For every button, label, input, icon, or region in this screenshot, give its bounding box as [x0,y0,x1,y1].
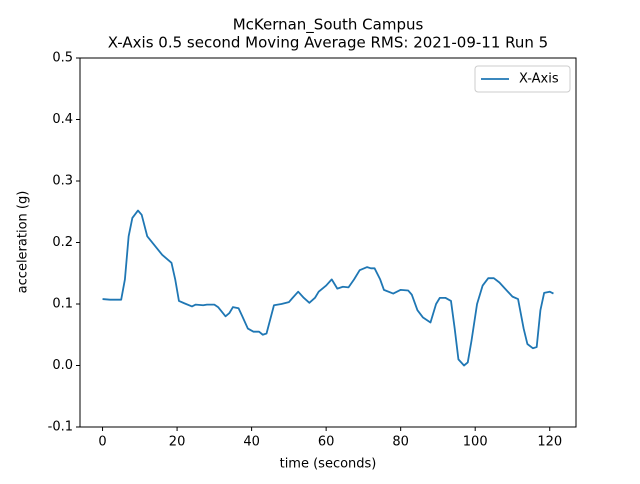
axes-frame [79,57,577,428]
legend-box [474,65,571,93]
legend-label: X-Axis [519,72,559,87]
x-tick-label: 80 [392,435,409,450]
data-line [102,209,554,367]
x-tick-label: 40 [243,435,260,450]
x-axis-label: time (seconds) [280,457,377,472]
y-tick-label: 0.4 [52,112,73,127]
x-tick-label: 20 [169,435,186,450]
x-tick-label: 100 [463,435,488,450]
y-axis-label: acceleration (g) [16,191,31,294]
y-tick-label: 0.1 [52,297,73,312]
y-tick-label: 0.3 [52,174,73,189]
chart-subtitle: X-Axis 0.5 second Moving Average RMS: 20… [108,34,548,52]
y-tick-label: -0.1 [48,420,73,435]
y-tick-label: 0.5 [52,51,73,66]
x-tick-label: 120 [537,435,562,450]
x-tick-label: 60 [318,435,335,450]
y-tick-label: 0.0 [52,358,73,373]
chart-title: McKernan_South Campus [233,16,424,35]
x-tick-label: 0 [98,435,106,450]
y-tick-label: 0.2 [52,235,73,250]
